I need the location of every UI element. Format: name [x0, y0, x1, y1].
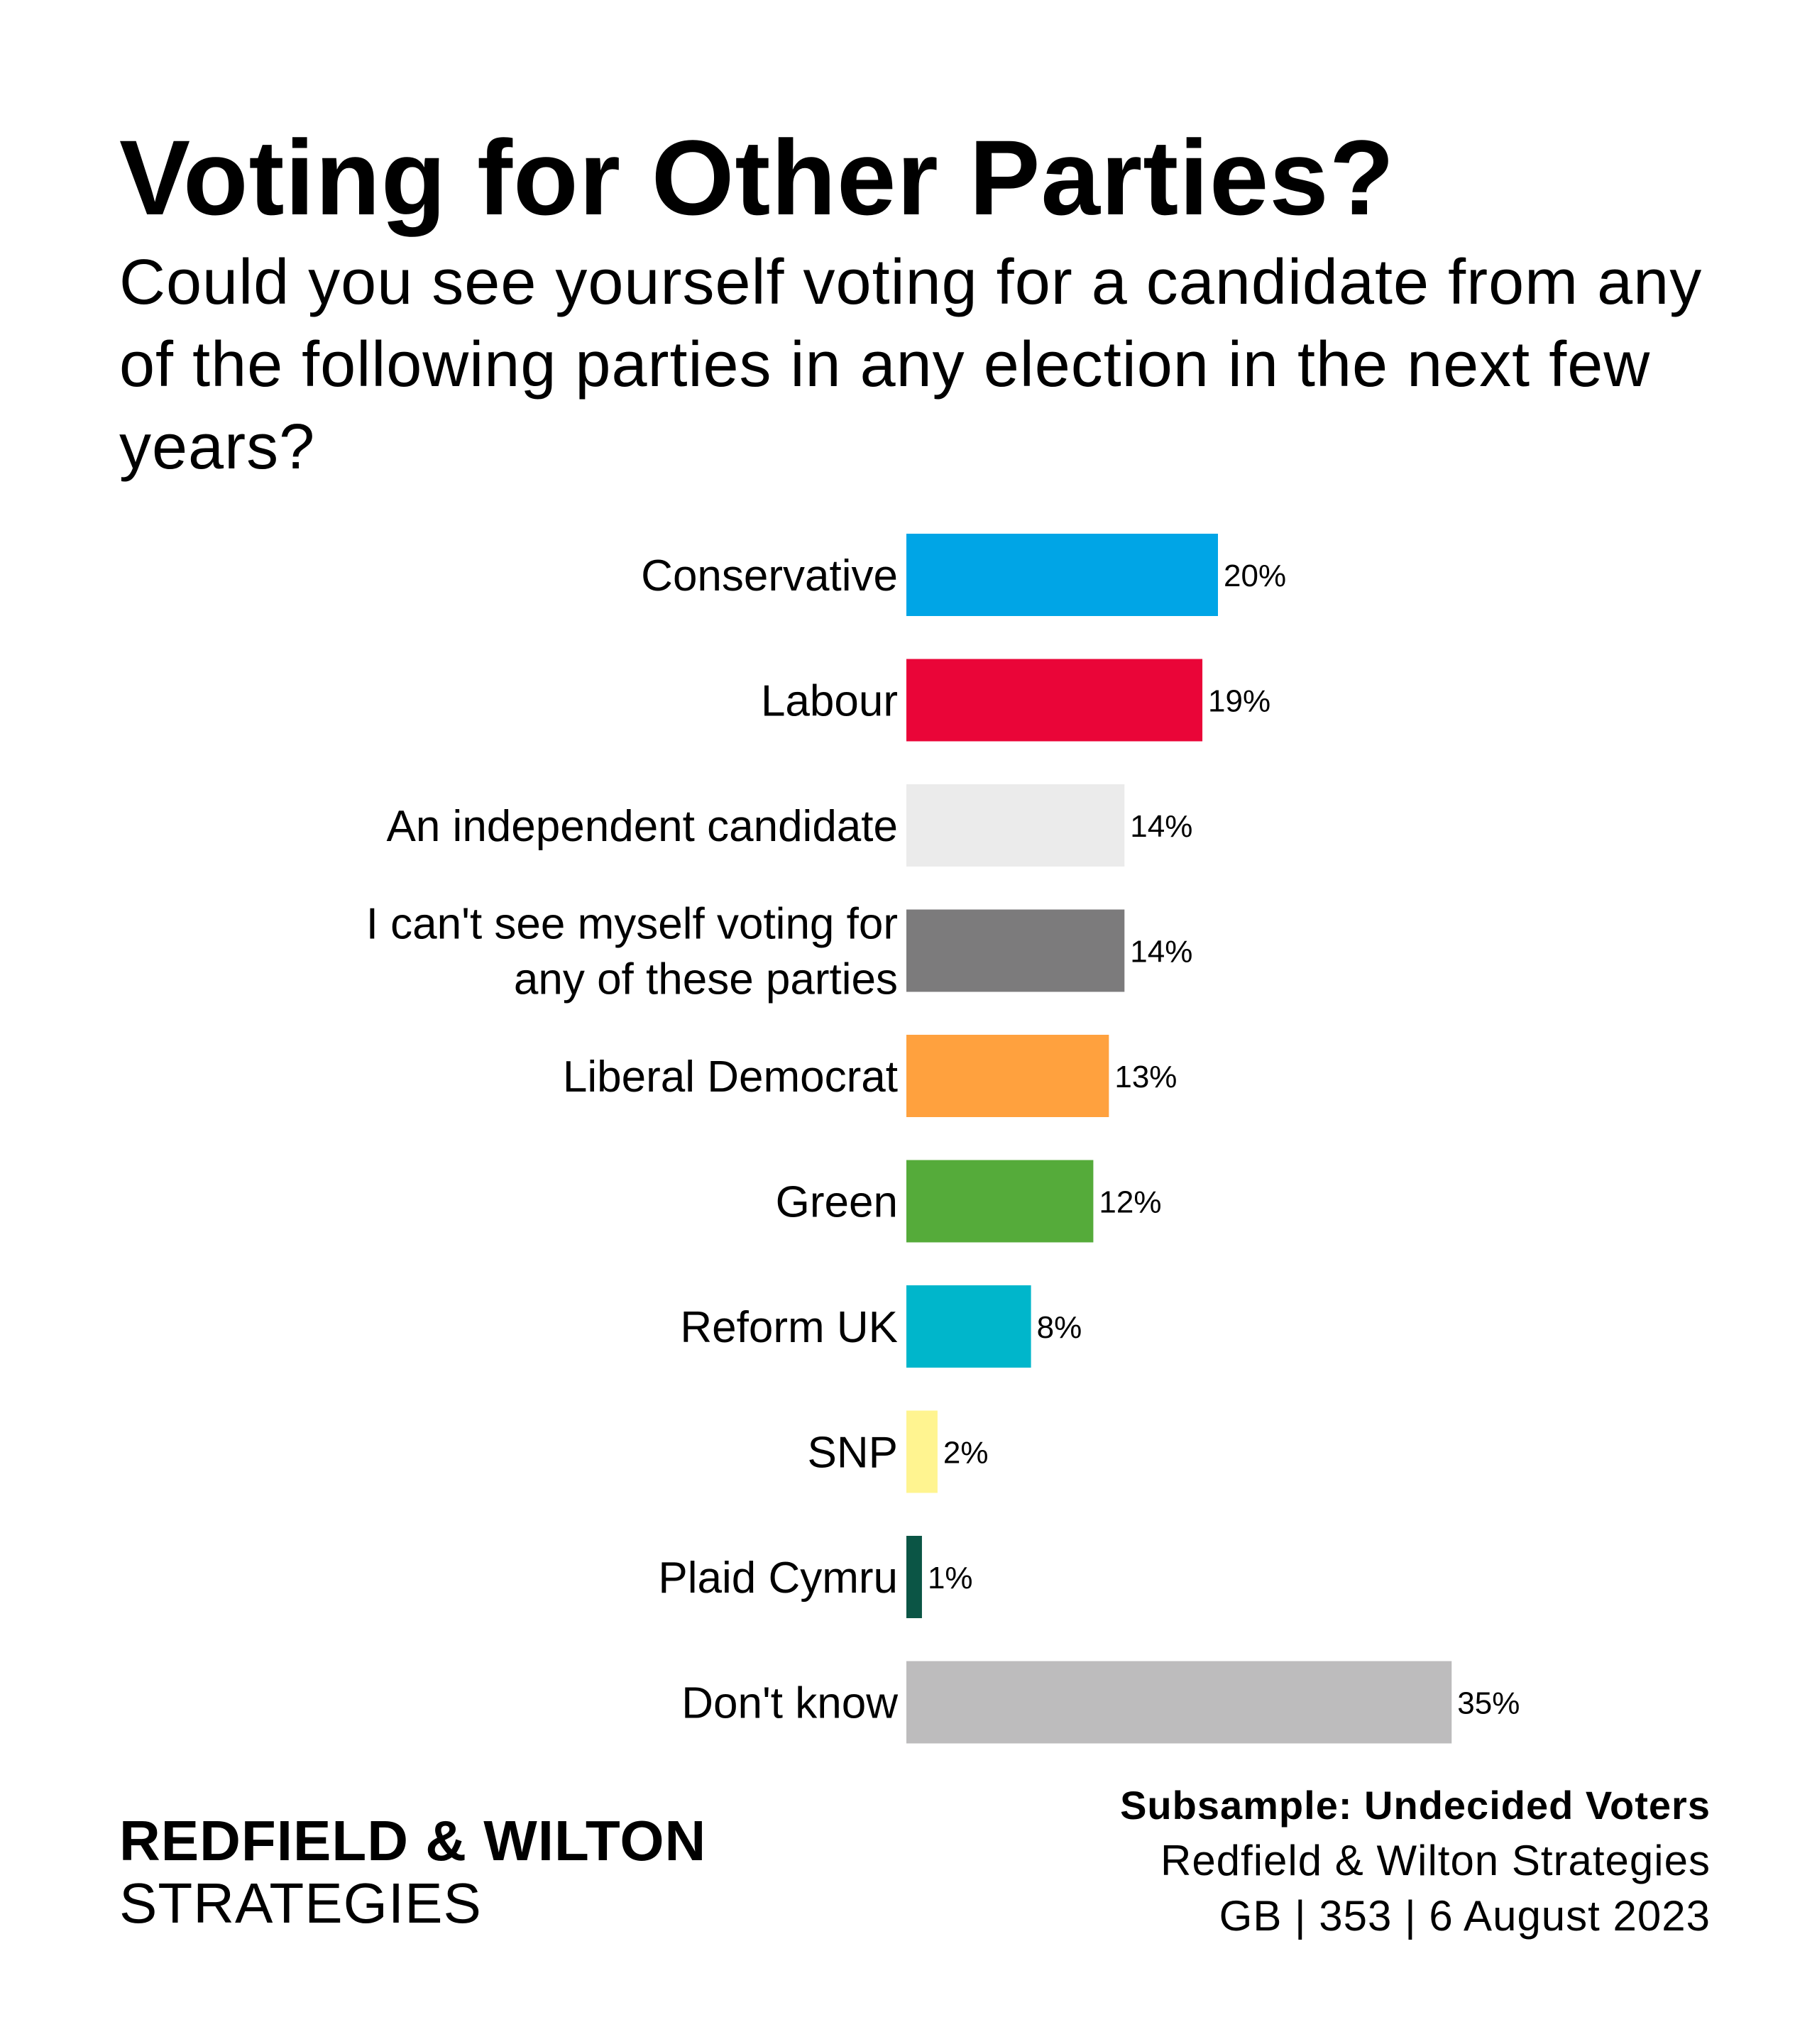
bar-9: [906, 1661, 1452, 1744]
category-label-2: An independent candidate: [386, 802, 898, 851]
category-label-1: Labour: [761, 677, 898, 726]
category-label-5: Green: [776, 1178, 898, 1227]
category-label-3-line-1: any of these parties: [514, 955, 898, 1004]
value-label-8: 1%: [928, 1561, 973, 1595]
category-label-6: Reform UK: [680, 1303, 898, 1352]
value-label-6: 8%: [1037, 1310, 1082, 1345]
category-label-4: Liberal Democrat: [563, 1053, 898, 1101]
value-label-4: 13%: [1114, 1060, 1177, 1094]
bar-2: [906, 784, 1125, 867]
bar-6: [906, 1285, 1031, 1368]
category-label-9: Don't know: [681, 1679, 898, 1728]
chart-subtitle: Could you see yourself voting for a cand…: [119, 247, 1703, 483]
value-label-9: 35%: [1457, 1686, 1520, 1721]
bar-4: [906, 1035, 1109, 1117]
category-label-0: Conservative: [641, 551, 898, 600]
source-note: Subsample: Undecided Voters Redfield & W…: [1120, 1778, 1711, 1944]
value-label-5: 12%: [1099, 1185, 1161, 1220]
bar-5: [906, 1160, 1094, 1243]
bar-7: [906, 1410, 938, 1493]
category-label-8: Plaid Cymru: [658, 1554, 898, 1603]
bar-1: [906, 659, 1203, 742]
brand-line-2: STRATEGIES: [119, 1872, 482, 1935]
value-label-3: 14%: [1130, 935, 1192, 969]
source-label: Redfield & Wilton Strategies: [1160, 1837, 1711, 1884]
value-label-7: 2%: [943, 1436, 989, 1471]
chart-title: Voting for Other Parties?: [119, 118, 1395, 237]
value-label-2: 14%: [1130, 809, 1192, 844]
bar-3: [906, 909, 1125, 992]
category-label-7: SNP: [808, 1429, 898, 1478]
category-label-3-line-0: I can't see myself voting for: [366, 900, 898, 949]
bar-8: [906, 1536, 922, 1618]
value-label-1: 19%: [1208, 684, 1270, 719]
value-label-0: 20%: [1224, 559, 1286, 593]
brand-line-1: REDFIELD & WILTON: [119, 1809, 707, 1872]
bar-chart: 20% Conservative 19% Labour 14% An independen…: [366, 534, 1520, 1744]
bar-0: [906, 534, 1218, 616]
subsample-label: Subsample: Undecided Voters: [1120, 1783, 1711, 1828]
poll-meta: GB | 353 | 6 August 2023: [1219, 1892, 1711, 1940]
brand-logo: REDFIELD & WILTON STRATEGIES: [119, 1810, 706, 1935]
